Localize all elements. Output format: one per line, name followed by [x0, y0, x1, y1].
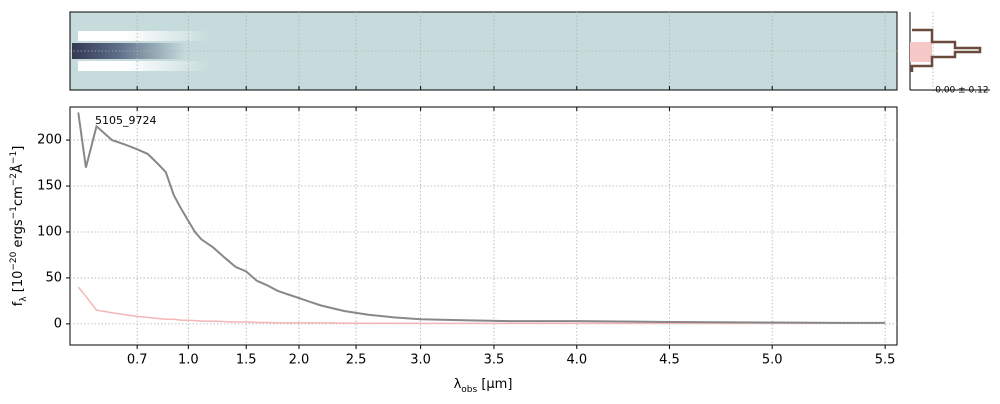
label-part: [μm]	[477, 377, 512, 392]
label-part: λ	[454, 377, 462, 392]
label-part: [10	[11, 271, 26, 297]
y-tick-label: 100	[37, 224, 62, 239]
x-tick-label: 4.5	[659, 353, 680, 368]
x-tick-label: 2.5	[346, 353, 367, 368]
profile-panel: -0.00 ± 0.12	[909, 12, 990, 96]
label-part: f	[11, 301, 26, 306]
label-part: −20	[9, 251, 19, 270]
profile-label: -0.00 ± 0.12	[932, 86, 989, 96]
x-tick-label: 2.0	[289, 353, 310, 368]
y-tick-label: 0	[54, 316, 62, 331]
label-part: ]	[11, 146, 26, 151]
image-halo	[78, 31, 408, 41]
label-part: cm	[11, 186, 26, 206]
x-tick-label: 1.5	[236, 353, 257, 368]
label-part: Å	[10, 164, 26, 173]
image-halo	[78, 61, 408, 71]
y-tick-label: 200	[37, 133, 62, 148]
x-tick-label: 5.5	[875, 353, 896, 368]
series-line	[77, 286, 886, 325]
x-tick-label: 0.7	[127, 353, 148, 368]
x-tick-label: 3.5	[484, 353, 505, 368]
y-axis-label: fλ [10−20 ergs−1cm−2Å−1]	[9, 146, 29, 307]
label-part: −2	[9, 173, 19, 186]
label-part: ergs	[11, 219, 26, 251]
y-tick-label: 50	[45, 270, 62, 285]
label-part: λ	[19, 296, 29, 302]
x-axis-label: λobs [μm]	[454, 377, 513, 395]
label-part: −1	[9, 151, 19, 164]
x-tick-label: 5.0	[762, 353, 783, 368]
x-tick-label: 4.0	[566, 353, 587, 368]
annotation: 5105_9724	[95, 114, 157, 127]
x-tick-label: 3.0	[410, 353, 431, 368]
frame	[69, 106, 898, 346]
x-tick-label: 1.0	[178, 353, 199, 368]
profile-fill	[910, 42, 932, 62]
y-tick-label: 150	[37, 179, 62, 194]
label-part: −1	[9, 206, 19, 219]
series-line	[77, 112, 886, 324]
profile	[910, 28, 982, 72]
image-trace	[72, 43, 452, 59]
label-part: obs	[461, 385, 477, 395]
